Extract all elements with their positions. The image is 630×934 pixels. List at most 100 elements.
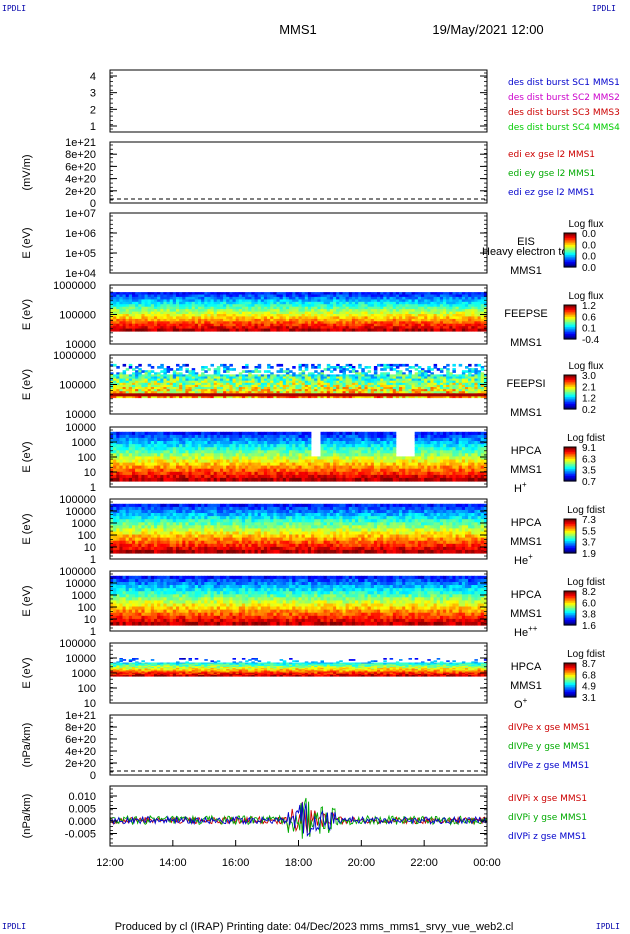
spectrogram-cell bbox=[282, 316, 287, 320]
spectrogram-cell bbox=[443, 301, 447, 305]
spectrogram-cell bbox=[414, 299, 419, 303]
spectrogram-cell bbox=[421, 387, 425, 390]
spectrogram-cell bbox=[414, 292, 419, 296]
spectrogram-cell bbox=[333, 316, 337, 320]
spectrogram-cell bbox=[411, 318, 416, 322]
spectrogram-cell bbox=[194, 441, 199, 445]
spectrogram-cell bbox=[216, 304, 221, 308]
spectrogram-cell bbox=[307, 477, 312, 482]
spectrogram-cell bbox=[282, 370, 287, 373]
spectrogram-cell bbox=[122, 370, 127, 373]
spectrogram-cell bbox=[201, 431, 205, 436]
y-tick-label: 8e+20 bbox=[65, 149, 96, 161]
spectrogram-cell bbox=[254, 366, 258, 369]
spectrogram-cell bbox=[314, 296, 318, 300]
spectrogram-cell bbox=[169, 465, 174, 470]
spectrogram-cell bbox=[238, 292, 243, 296]
spectrogram-cell bbox=[285, 376, 290, 380]
spectrogram-cell bbox=[345, 311, 350, 315]
spectrogram-cell bbox=[424, 318, 428, 322]
spectrogram-cell bbox=[245, 311, 249, 315]
spectrogram-cell bbox=[160, 316, 164, 320]
spectrogram-cell bbox=[113, 316, 117, 320]
spectrogram-cell bbox=[361, 326, 365, 330]
spectrogram-cell bbox=[179, 434, 183, 439]
spectrogram-cell bbox=[132, 294, 136, 298]
spectrogram-cell bbox=[433, 380, 438, 384]
spectrogram-cell bbox=[439, 382, 444, 386]
spectrogram-cell bbox=[317, 465, 321, 470]
spectrogram-cell bbox=[333, 468, 337, 473]
spectrogram-cell bbox=[263, 309, 268, 313]
spectrogram-cell bbox=[333, 309, 337, 313]
spectrogram-cell bbox=[273, 389, 277, 392]
spectrogram-cell bbox=[232, 382, 236, 386]
spectrogram-cell bbox=[292, 299, 296, 303]
spectrogram-cell bbox=[311, 366, 315, 369]
spectrogram-cell bbox=[355, 318, 359, 322]
spectrogram-cell bbox=[150, 462, 155, 467]
spectrogram-cell bbox=[110, 456, 114, 461]
spectrogram-cell bbox=[267, 477, 271, 482]
spectrogram-cell bbox=[226, 437, 230, 442]
spectrogram-cell bbox=[263, 447, 268, 451]
spectrogram-cell bbox=[238, 453, 243, 457]
spectrogram-cell bbox=[361, 306, 365, 310]
spectrogram-cell bbox=[125, 328, 130, 332]
spectrogram-cell bbox=[273, 468, 277, 473]
spectrogram-cell bbox=[176, 431, 180, 436]
spectrogram-cell bbox=[267, 376, 271, 380]
spectrogram-cell bbox=[216, 292, 221, 296]
spectrogram-cell bbox=[455, 299, 460, 303]
spectrogram-cell bbox=[157, 294, 161, 298]
spectrogram-cell bbox=[408, 374, 412, 378]
spectrogram-cell bbox=[317, 326, 321, 330]
spectrogram-cell bbox=[402, 292, 406, 296]
spectrogram-cell bbox=[188, 309, 192, 313]
spectrogram-cell bbox=[273, 321, 277, 325]
y-tick-label: 4 bbox=[90, 71, 96, 83]
spectrogram-cell bbox=[226, 318, 230, 322]
spectrogram-cell bbox=[471, 384, 475, 388]
spectrogram-cell bbox=[439, 326, 444, 330]
spectrogram-cell bbox=[311, 328, 315, 332]
spectrogram-cell bbox=[342, 395, 346, 399]
spectrogram-cell bbox=[176, 382, 180, 386]
spectrogram-cell bbox=[345, 309, 350, 313]
spectrogram-cell bbox=[317, 462, 321, 467]
spectrogram-cell bbox=[150, 370, 155, 373]
spectrogram-cell bbox=[144, 450, 149, 454]
spectrogram-cell bbox=[113, 437, 117, 442]
spectrogram-cell bbox=[389, 389, 394, 392]
spectrogram-cell bbox=[289, 296, 293, 300]
spectrogram-cell bbox=[116, 299, 120, 303]
spectrogram-cell bbox=[150, 326, 155, 330]
spectrogram-cell bbox=[307, 387, 312, 390]
spectrogram-cell bbox=[210, 299, 214, 303]
spectrogram-cell bbox=[125, 441, 130, 445]
spectrogram-cell bbox=[395, 389, 400, 392]
spectrogram-cell bbox=[154, 431, 158, 436]
spectrogram-cell bbox=[185, 363, 189, 367]
spectrogram-cell bbox=[260, 296, 265, 300]
spectrogram-cell bbox=[373, 370, 378, 373]
spectrogram-cell bbox=[245, 459, 249, 464]
spectrogram-cell bbox=[198, 309, 202, 313]
spectrogram-cell bbox=[204, 366, 208, 369]
spectrogram-cell bbox=[201, 382, 205, 386]
spectrogram-cell bbox=[229, 384, 233, 388]
spectrogram-cell bbox=[345, 389, 350, 392]
spectrogram-cell bbox=[474, 318, 478, 322]
spectrogram-cell bbox=[179, 326, 183, 330]
spectrogram-cell bbox=[355, 376, 359, 380]
colorbar-band bbox=[564, 330, 576, 333]
colorbar-band bbox=[564, 316, 576, 320]
spectrogram-cell bbox=[285, 387, 290, 390]
spectrogram-cell bbox=[210, 306, 214, 310]
spectrogram-cell bbox=[201, 321, 205, 325]
spectrogram-cell bbox=[147, 395, 152, 399]
spectrogram-cell bbox=[263, 323, 268, 327]
spectrogram-cell bbox=[307, 378, 312, 382]
spectrogram-cell bbox=[289, 314, 293, 317]
spectrogram-cell bbox=[292, 323, 296, 327]
